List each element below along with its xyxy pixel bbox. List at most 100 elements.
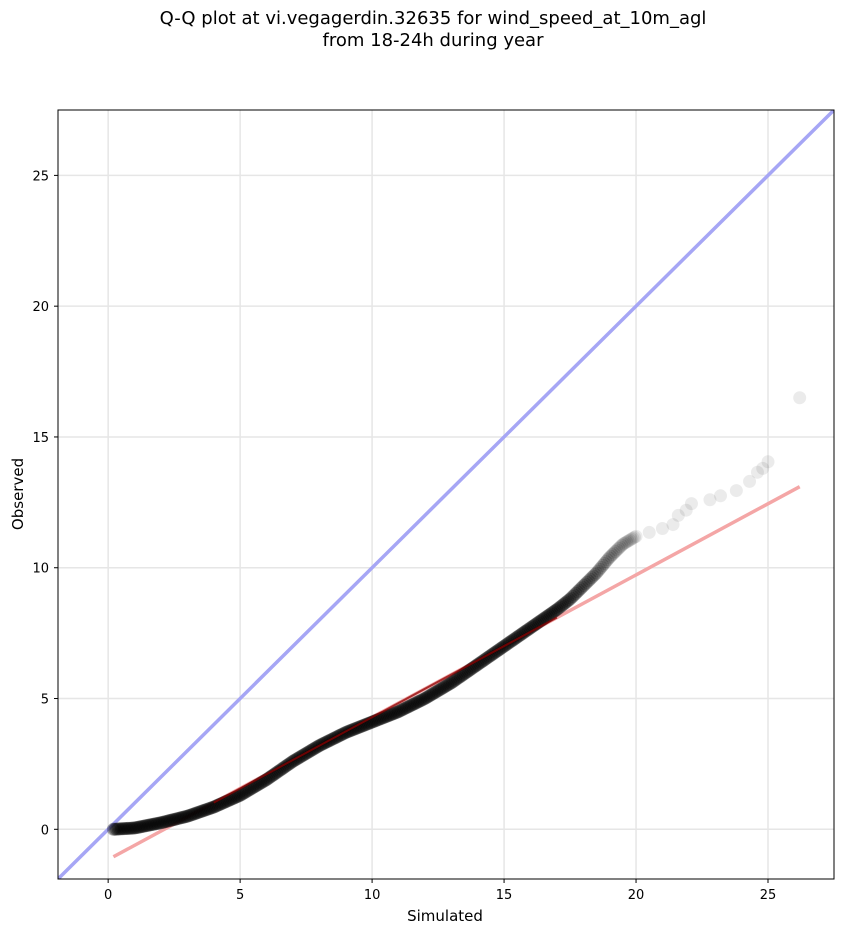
qq-point xyxy=(601,553,615,567)
qq-point xyxy=(428,686,442,700)
qq-point xyxy=(270,766,284,780)
qq-point xyxy=(605,548,619,562)
qq-point xyxy=(398,701,412,715)
qq-point xyxy=(518,625,532,639)
qq-point xyxy=(626,531,640,545)
qq-point xyxy=(152,816,166,830)
qq-point xyxy=(480,651,494,665)
qq-point xyxy=(209,799,223,813)
qq-point xyxy=(551,601,565,615)
x-tick-label: 25 xyxy=(760,888,777,903)
qq-point xyxy=(547,605,561,619)
qq-point xyxy=(515,627,529,641)
qq-point-tail xyxy=(743,474,757,488)
qq-point-tail xyxy=(671,508,685,522)
qq-point xyxy=(406,698,420,712)
qq-point xyxy=(437,680,451,694)
qq-point xyxy=(597,557,611,571)
qq-point xyxy=(167,813,181,827)
qq-point xyxy=(564,591,578,605)
qq-point xyxy=(567,588,581,602)
qq-point xyxy=(474,655,488,669)
qq-point xyxy=(621,534,635,548)
qq-point xyxy=(133,820,147,834)
qq-point xyxy=(550,603,564,617)
qq-point xyxy=(417,692,431,706)
qq-point xyxy=(540,609,554,623)
qq-point xyxy=(190,806,204,820)
qq-point xyxy=(558,596,572,610)
qq-point xyxy=(148,817,162,831)
qq-point xyxy=(423,688,437,702)
qq-point xyxy=(452,671,466,685)
qq-point xyxy=(149,817,163,831)
qq-point xyxy=(129,821,143,835)
qq-point xyxy=(390,705,404,719)
qq-point-tail xyxy=(793,391,807,405)
qq-point xyxy=(616,537,630,551)
qq-point xyxy=(108,822,122,836)
qq-point xyxy=(176,810,190,824)
qq-point xyxy=(113,822,127,836)
x-tick-label: 0 xyxy=(104,888,112,903)
qq-point-tail xyxy=(679,503,693,517)
y-axis-label: Observed xyxy=(9,458,27,530)
qq-point xyxy=(410,695,424,709)
qq-point xyxy=(350,721,364,735)
qq-point xyxy=(618,536,632,550)
qq-point xyxy=(445,675,459,689)
qq-point xyxy=(608,545,622,559)
qq-point xyxy=(569,586,583,600)
qq-point xyxy=(422,689,436,703)
qq-point xyxy=(415,693,429,707)
qq-point xyxy=(352,720,366,734)
identity-line xyxy=(58,110,834,879)
qq-point xyxy=(230,790,244,804)
qq-point xyxy=(441,678,455,692)
qq-point xyxy=(206,800,220,814)
qq-point xyxy=(542,608,556,622)
qq-point xyxy=(544,607,558,621)
qq-point xyxy=(447,674,461,688)
qq-point-tail xyxy=(642,525,656,539)
qq-point xyxy=(436,681,450,695)
qq-point xyxy=(358,718,372,732)
qq-point xyxy=(545,606,559,620)
qq-point xyxy=(566,590,580,604)
qq-point xyxy=(243,783,257,797)
qq-point xyxy=(182,808,196,822)
qq-point xyxy=(404,698,418,712)
qq-point xyxy=(572,583,586,597)
qq-point xyxy=(596,558,610,572)
qq-point xyxy=(137,819,151,833)
qq-point xyxy=(168,812,182,826)
qq-point xyxy=(121,821,135,835)
grid-lines xyxy=(58,110,834,879)
qq-point xyxy=(194,805,208,819)
qq-point xyxy=(388,706,402,720)
qq-point xyxy=(475,654,489,668)
qq-point xyxy=(203,801,217,815)
qq-point xyxy=(414,694,428,708)
qq-point xyxy=(228,790,242,804)
qq-point xyxy=(146,817,160,831)
qq-point xyxy=(585,571,599,585)
qq-point xyxy=(555,599,569,613)
qq-point xyxy=(517,626,531,640)
qq-point xyxy=(235,787,249,801)
qq-point xyxy=(561,594,575,608)
qq-point xyxy=(409,696,423,710)
qq-point xyxy=(439,679,453,693)
qq-point xyxy=(151,816,165,830)
chart-title-line-1: Q-Q plot at vi.vegagerdin.32635 for wind… xyxy=(159,8,707,29)
qq-point xyxy=(425,687,439,701)
chart-title-line-2: from 18-24h during year xyxy=(322,30,544,51)
fit-overlay xyxy=(213,616,558,804)
qq-point xyxy=(244,782,258,796)
qq-point-tail xyxy=(761,455,775,469)
qq-point xyxy=(602,551,616,565)
qq-point-tail xyxy=(750,465,764,479)
qq-point xyxy=(456,667,470,681)
qq-point xyxy=(453,670,467,684)
qq-point xyxy=(403,699,417,713)
